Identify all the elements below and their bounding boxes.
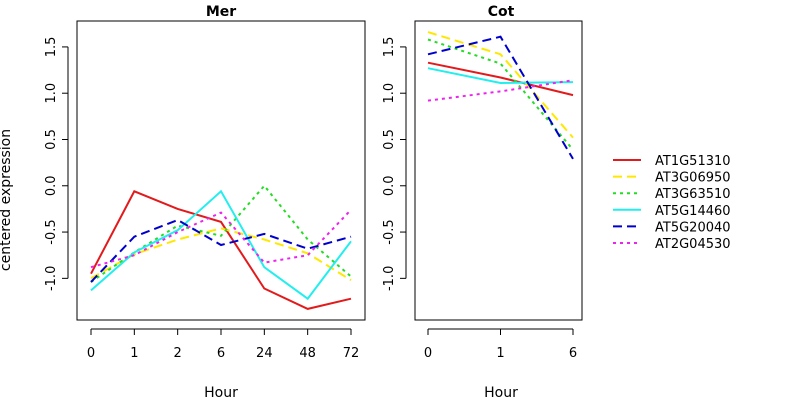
- series-line-at3g06950: [90, 227, 352, 282]
- legend-item: AT5G14460: [613, 204, 731, 219]
- y-tick-label: 1.5: [44, 37, 59, 58]
- y-tick-label: 0.0: [44, 175, 59, 196]
- x-tick-label: 6: [217, 346, 225, 361]
- x-axis-title-cot: Hour: [484, 385, 518, 400]
- series-line-at5g14460: [427, 67, 574, 85]
- x-tick-label: 24: [256, 346, 273, 361]
- legend-label: AT5G14460: [655, 204, 731, 219]
- panel-title-mer: Mer: [206, 4, 236, 20]
- plot-frame-mer: [76, 20, 366, 321]
- series-line-at3g06950: [427, 31, 574, 139]
- x-tick-label: 72: [343, 346, 360, 361]
- y-tick-label: 0.5: [382, 129, 397, 150]
- series-lines-cot: [427, 31, 574, 160]
- y-tick-label: 0.0: [382, 175, 397, 196]
- series-line-at5g20040: [427, 35, 574, 160]
- x-tick-label: 6: [569, 346, 577, 361]
- y-tick-label: 1.0: [44, 83, 59, 104]
- y-tick-label: 0.5: [44, 129, 59, 150]
- series-lines-mer: [90, 184, 352, 310]
- series-line-at1g51310: [90, 190, 352, 310]
- x-axis-mer: 0 1 2 6 24 48 72: [87, 328, 360, 361]
- series-line-at2g04530: [90, 209, 352, 269]
- y-tick-label: 1.0: [382, 83, 397, 104]
- panel-cot: Cot -1.0 -0.5 0.0 0.5 1.0 1.5 0 1 6 Hour: [382, 4, 583, 400]
- legend-item: AT3G06950: [613, 171, 731, 186]
- legend-label: AT3G06950: [655, 171, 731, 186]
- x-tick-label: 1: [496, 346, 504, 361]
- y-axis-cot: -1.0 -0.5 0.0 0.5 1.0 1.5: [382, 37, 407, 291]
- plot-frame-cot: [414, 20, 583, 321]
- series-line-at5g20040: [90, 218, 352, 283]
- y-tick-label: -1.0: [44, 266, 59, 291]
- legend-label: AT2G04530: [655, 237, 731, 252]
- legend-item: AT2G04530: [613, 237, 731, 252]
- legend-item: AT3G63510: [613, 187, 731, 202]
- legend-label: AT5G20040: [655, 220, 731, 235]
- panel-mer: Mer -1.0 -0.5 0.0 0.5 1.0 1.5 0 1 2 6 24 48 72 Hour: [44, 4, 366, 400]
- y-tick-label: 1.5: [382, 37, 397, 58]
- legend-label: AT3G63510: [655, 187, 731, 202]
- y-axis-title: centered expression: [0, 129, 14, 271]
- x-tick-label: 0: [424, 346, 432, 361]
- y-tick-label: -1.0: [382, 266, 397, 291]
- legend-item: AT1G51310: [613, 154, 731, 169]
- series-line-at3g63510: [427, 38, 574, 151]
- series-line-at3g63510: [90, 184, 352, 283]
- x-tick-label: 2: [174, 346, 182, 361]
- x-axis-title-mer: Hour: [204, 385, 238, 400]
- y-tick-label: -0.5: [382, 219, 397, 244]
- x-axis-cot: 0 1 6: [424, 328, 577, 361]
- y-axis-mer: -1.0 -0.5 0.0 0.5 1.0 1.5: [44, 37, 69, 291]
- legend-label: AT1G51310: [655, 154, 731, 169]
- x-tick-label: 48: [299, 346, 316, 361]
- series-line-at5g14460: [90, 189, 352, 301]
- series-line-at2g04530: [427, 79, 574, 102]
- legend-item: AT5G20040: [613, 220, 731, 235]
- x-tick-label: 1: [130, 346, 138, 361]
- y-tick-label: -0.5: [44, 219, 59, 244]
- series-line-at1g51310: [427, 61, 574, 97]
- x-tick-label: 0: [87, 346, 95, 361]
- panel-title-cot: Cot: [488, 4, 515, 20]
